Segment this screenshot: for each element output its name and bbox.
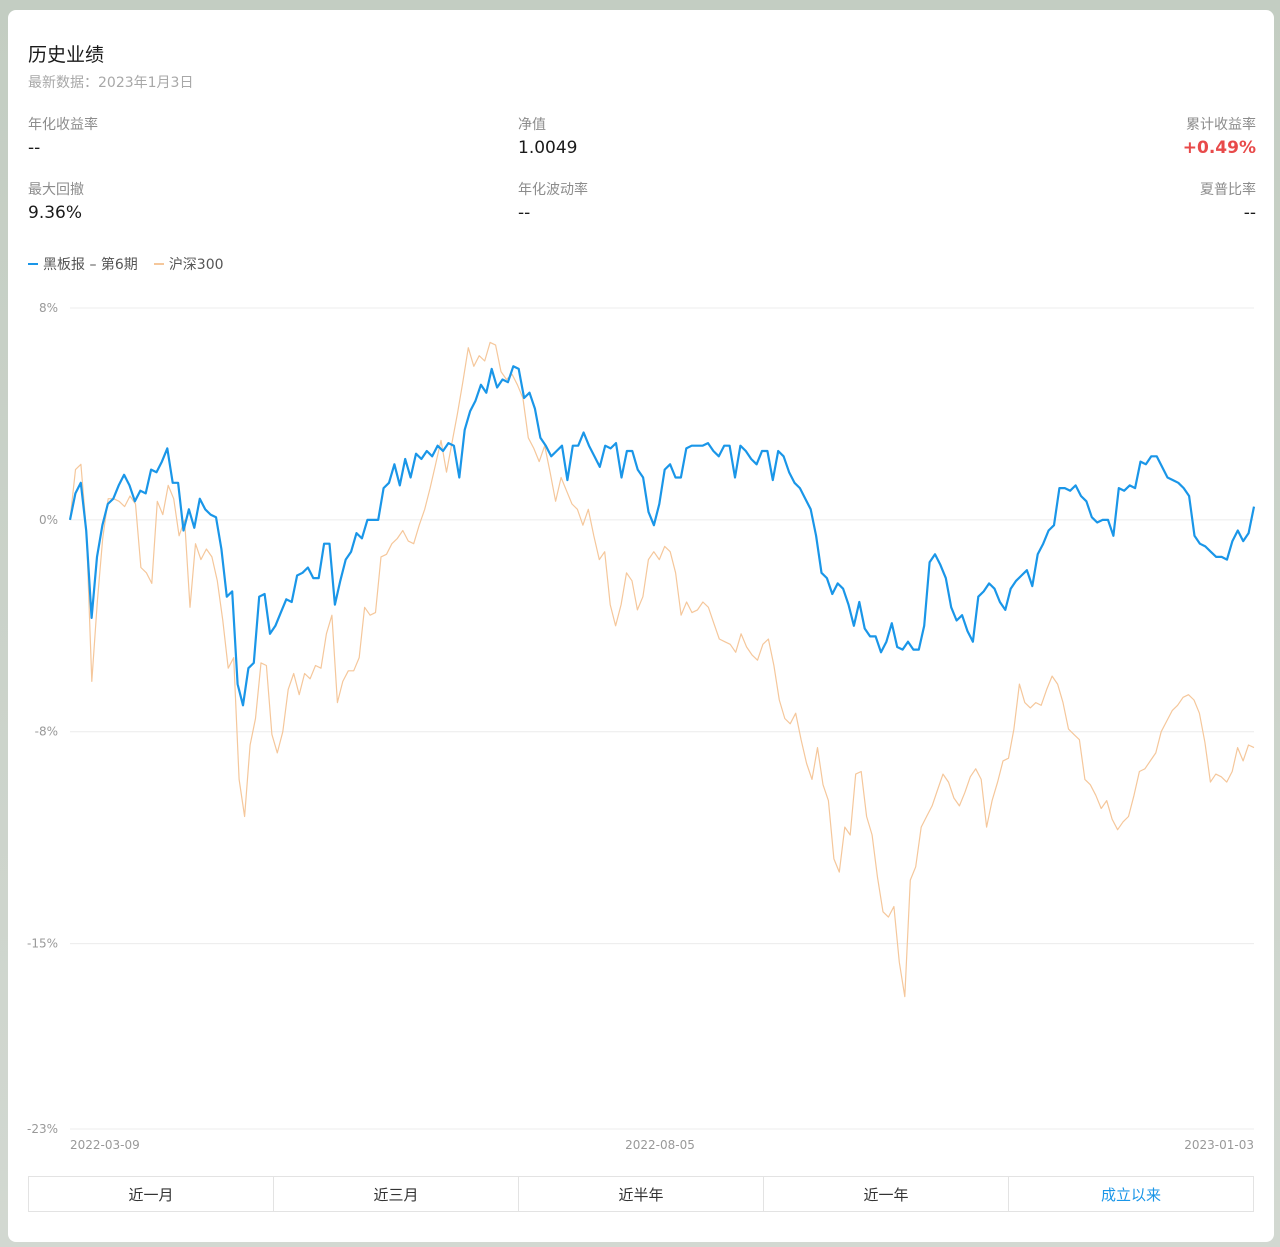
tab-since-inception[interactable]: 成立以来	[1100, 1185, 1161, 1204]
tab-1-month[interactable]: 近一月	[29, 1177, 274, 1211]
y-tick-label: -8%	[35, 725, 58, 739]
x-tick-label: 2022-03-09	[70, 1138, 140, 1152]
tab-1-year[interactable]: 近一年	[764, 1177, 1009, 1211]
series-line-fund	[68, 365, 1256, 707]
sharpe-ratio-value: --	[1243, 203, 1256, 223]
max-drawdown-label: 最大回撤	[28, 182, 84, 198]
tab-3-months[interactable]: 近三月	[274, 1177, 519, 1211]
tab-6-months[interactable]: 近半年	[519, 1177, 764, 1211]
period-tabs: 近一月 近三月 近半年 近一年 成立以来	[28, 1176, 1254, 1212]
series-line-benchmark	[69, 341, 1255, 998]
y-tick-label: -23%	[27, 1122, 58, 1136]
legend-swatch-benchmark	[153, 263, 164, 265]
legend-item-benchmark[interactable]: 沪深300	[153, 254, 224, 274]
sharpe-ratio-label: 夏普比率	[1200, 182, 1256, 198]
legend-label-benchmark: 沪深300	[168, 257, 224, 273]
x-tick-label: 2022-08-05	[625, 1138, 695, 1152]
last-updated: 最新数据：2023年1月3日	[28, 75, 194, 91]
y-tick-label: -15%	[27, 937, 58, 951]
cumulative-return-value: +0.49%	[1182, 138, 1256, 158]
x-tick-label: 2023-01-03	[1184, 1138, 1254, 1152]
performance-chart: 8% 0% -8% -15% -23% 2022-03-09 2022-08-05 2023-…	[27, 301, 1256, 1152]
legend-item-fund[interactable]: 黑板报 – 第6期	[28, 254, 138, 274]
annualized-return-label: 年化收益率	[28, 117, 98, 133]
annualized-volatility-label: 年化波动率	[518, 182, 588, 198]
page-title: 历史业绩	[28, 44, 105, 66]
max-drawdown-value: 9.36%	[28, 203, 83, 223]
legend-label-fund: 黑板报 – 第6期	[43, 257, 138, 273]
y-tick-label: 8%	[39, 301, 58, 315]
nav-value: 1.0049	[518, 138, 578, 158]
y-tick-label: 0%	[39, 513, 58, 527]
nav-label: 净值	[518, 117, 546, 133]
annualized-volatility-value: --	[518, 203, 531, 223]
chart-legend: 黑板报 – 第6期 沪深300	[28, 254, 224, 274]
cumulative-return-label: 累计收益率	[1186, 117, 1256, 133]
legend-swatch-fund	[28, 263, 38, 265]
performance-card: 历史业绩 最新数据：2023年1月3日 年化收益率 -- 净值 1.0049 累…	[8, 10, 1274, 1242]
annualized-return-value: --	[28, 138, 41, 158]
